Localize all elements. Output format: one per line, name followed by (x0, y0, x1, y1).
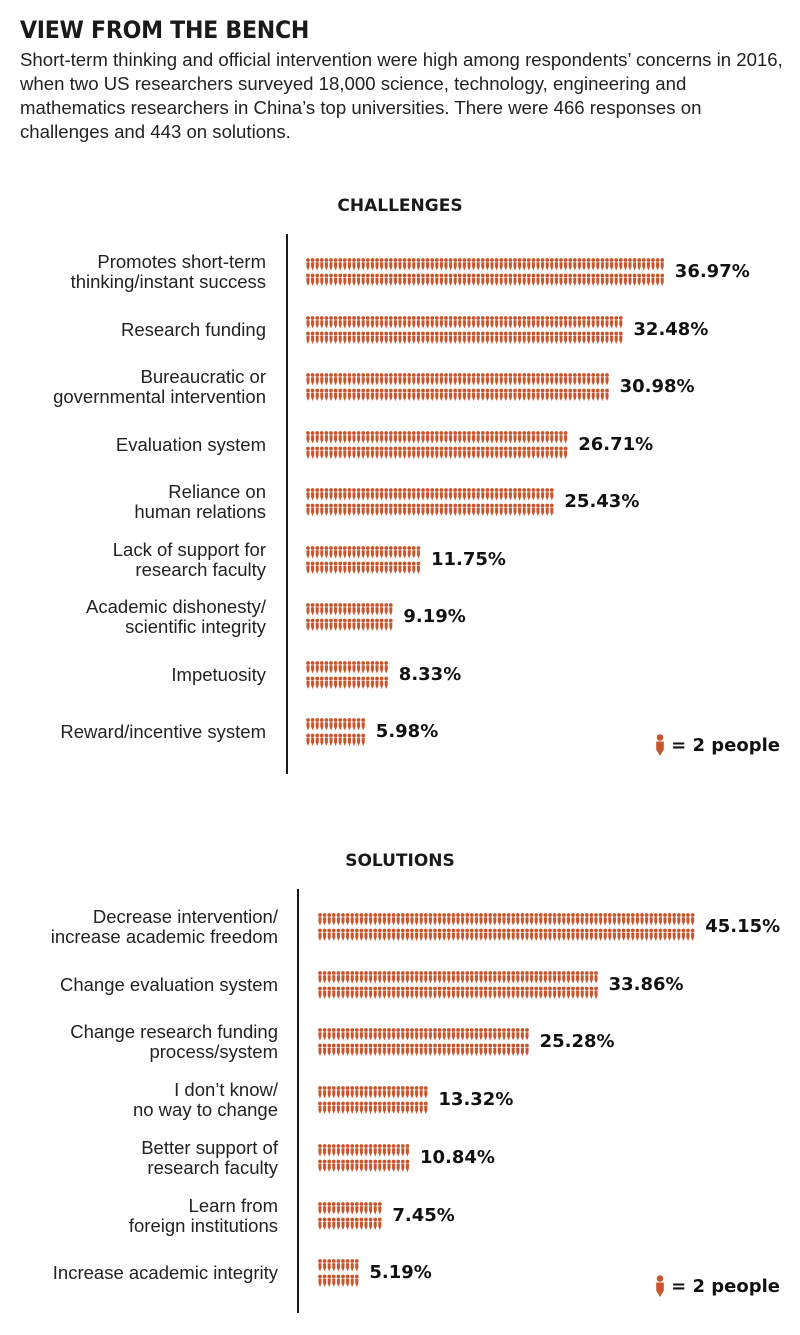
data-label: 33.86% (608, 973, 684, 995)
legend-label: = 2 people (671, 734, 780, 756)
bar-pictograph (318, 1086, 428, 1115)
person-icon (656, 1275, 664, 1297)
category-label: Learn from foreign institutions (128, 1194, 278, 1236)
category-label: Lack of support for research faculty (112, 538, 266, 580)
category-label: Reliance on human relations (134, 481, 266, 522)
chart-title: SOLUTIONS (345, 851, 455, 871)
page-title: VIEW FROM THE BENCH (20, 16, 310, 44)
page-subtitle: Short-term thinking and official interve… (20, 49, 783, 142)
data-label: 8.33% (398, 663, 462, 685)
bar-pictograph (318, 1259, 359, 1288)
person-icon (656, 734, 664, 756)
data-label: 32.48% (633, 318, 709, 340)
bar-pictograph (318, 913, 695, 941)
bar-pictograph (306, 373, 609, 401)
challenges-chart: CHALLENGES Promotes short-term thinking/… (0, 190, 800, 780)
category-label: Promotes short-term thinking/instant suc… (70, 251, 266, 292)
bar-pictograph (306, 660, 389, 689)
bar-pictograph (306, 545, 421, 574)
data-label: 25.43% (564, 491, 640, 512)
data-label: 11.75% (431, 548, 506, 570)
bar-pictograph (318, 1201, 382, 1230)
category-label: Increase academic integrity (52, 1262, 278, 1284)
solutions-chart: SOLUTIONS Decrease intervention/ increas… (0, 845, 800, 1320)
bar-pictograph (306, 315, 623, 344)
data-label: 7.45% (392, 1204, 455, 1226)
y-axis-line (297, 889, 299, 1313)
data-label: 10.84% (420, 1146, 495, 1168)
data-label: 9.19% (403, 606, 466, 627)
category-label: Better support of research faculty (141, 1136, 278, 1178)
y-axis-line (286, 234, 288, 774)
category-label: Decrease intervention/ increase academic… (50, 906, 278, 947)
legend: = 2 people (655, 734, 780, 756)
category-label: Change evaluation system (59, 973, 278, 995)
data-label: 25.28% (539, 1031, 615, 1053)
bar-pictograph (318, 970, 598, 999)
category-label: Bureaucratic or governmental interventio… (53, 366, 266, 407)
category-label: Reward/incentive system (60, 721, 266, 742)
bar-pictograph (318, 1028, 529, 1057)
category-label: Academic dishonesty/ scientific integrit… (86, 596, 266, 637)
legend-label: = 2 people (671, 1275, 780, 1297)
category-label: Research funding (120, 318, 266, 340)
category-label: I don’t know/ no way to change (132, 1079, 278, 1121)
data-label: 30.98% (619, 376, 695, 397)
bar-pictograph (306, 718, 366, 746)
data-label: 26.71% (578, 433, 654, 455)
category-label: Evaluation system (115, 433, 266, 455)
category-label: Change research funding process/system (70, 1021, 278, 1063)
data-label: 5.19% (369, 1262, 432, 1284)
category-label: Impetuosity (171, 663, 266, 685)
legend: = 2 people (655, 1275, 780, 1297)
data-label: 36.97% (674, 261, 750, 282)
bar-pictograph (306, 488, 554, 516)
bar-pictograph (318, 1143, 410, 1172)
bar-pictograph (306, 430, 568, 459)
data-label: 13.32% (438, 1089, 514, 1111)
bar-pictograph (306, 603, 393, 631)
data-label: 45.15% (705, 916, 781, 937)
chart-title: CHALLENGES (337, 196, 463, 216)
data-label: 5.98% (375, 721, 439, 742)
bar-pictograph (306, 258, 665, 286)
